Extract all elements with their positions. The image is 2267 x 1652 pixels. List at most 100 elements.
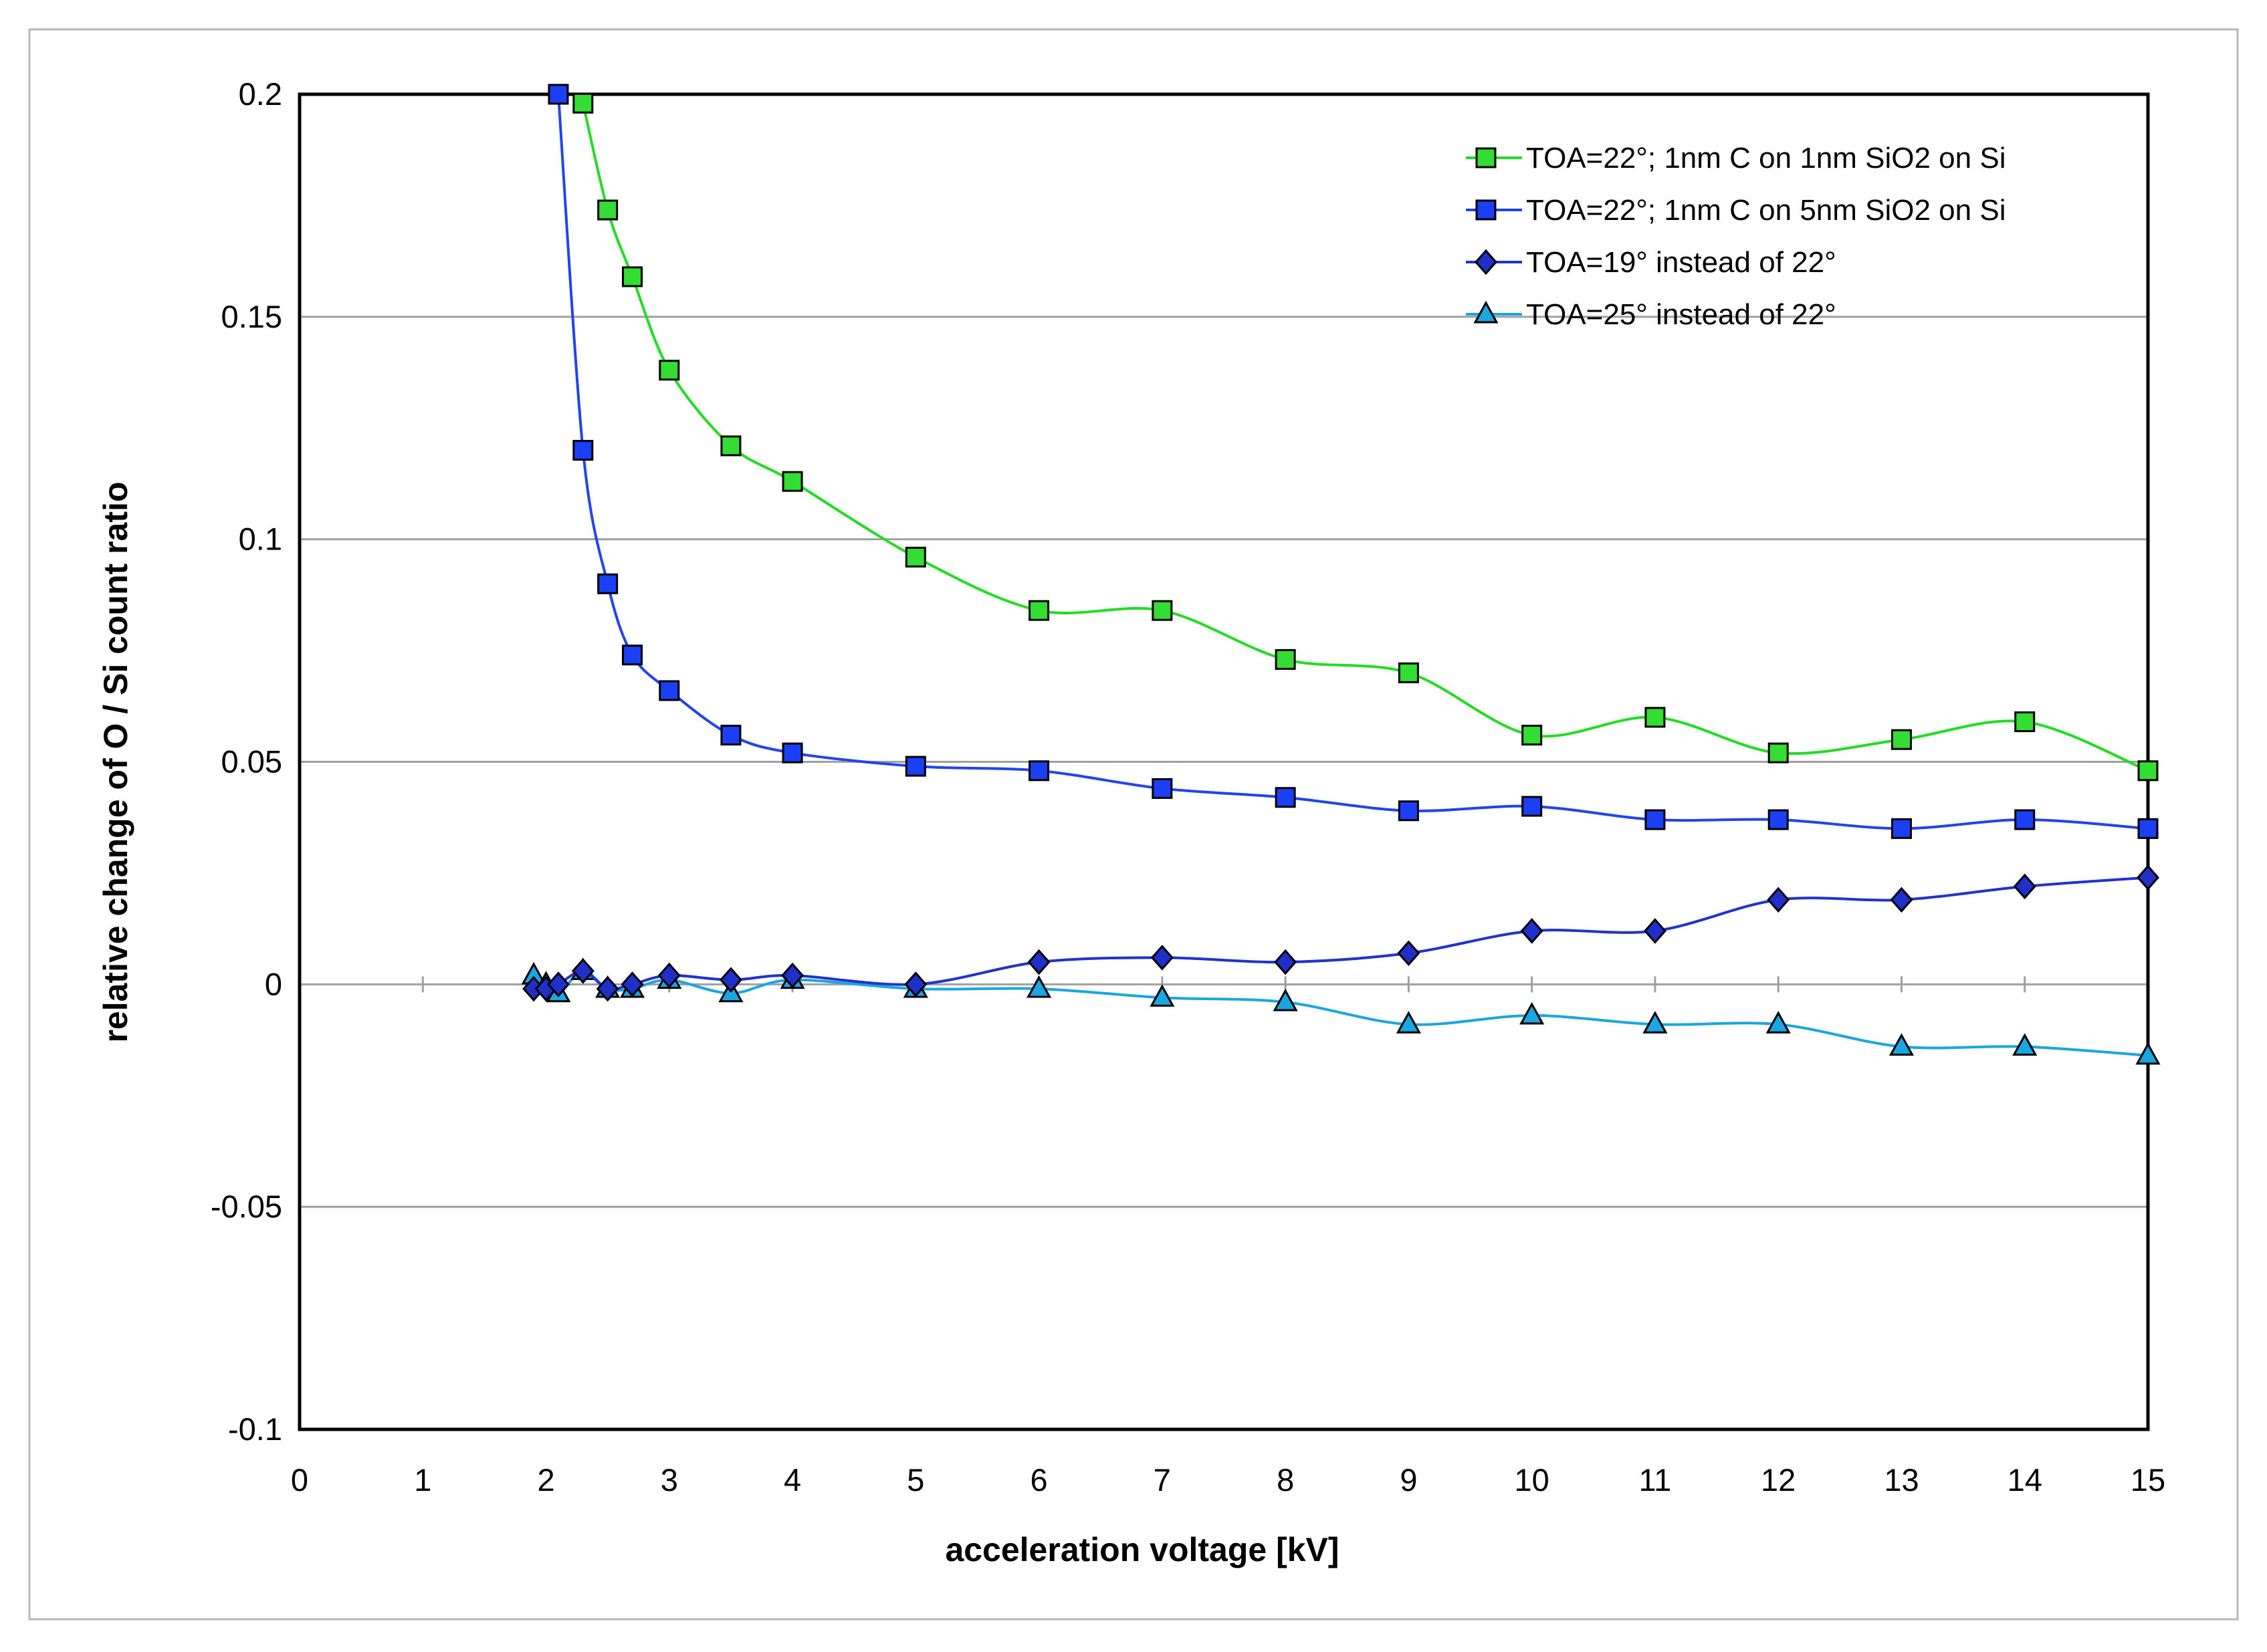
series-4-point	[1150, 984, 1175, 1007]
series-1-point	[659, 360, 680, 381]
series-1	[572, 92, 2159, 782]
x-tick-label: 0	[291, 1462, 308, 1498]
series-1-point	[2014, 711, 2036, 733]
x-tick-label: 14	[2008, 1462, 2042, 1498]
x-tick-label: 9	[1400, 1462, 1417, 1498]
legend-marker-2	[1475, 199, 1497, 221]
series-2-point	[1891, 818, 1912, 839]
legend-label-3: TOA=19° instead of 22°	[1526, 246, 1836, 279]
x-tick-label: 1	[414, 1462, 431, 1498]
series-1-point	[1644, 707, 1666, 728]
series-2-point	[572, 440, 594, 461]
series-3-point	[546, 971, 570, 997]
x-tick-label: 11	[1639, 1462, 1672, 1498]
series-3-point	[2013, 873, 2036, 900]
series-4-point	[1273, 988, 1298, 1012]
series-3-point	[1520, 918, 1543, 944]
x-tick-label: 12	[1761, 1462, 1796, 1498]
series-3-point	[596, 975, 619, 1002]
series-4-point	[2012, 1033, 2038, 1056]
y-tick-label: 0.2	[239, 76, 282, 112]
series-4-point	[1888, 1033, 1915, 1056]
y-tick-label: 0.15	[221, 299, 282, 334]
series-4-point	[1642, 1011, 1668, 1034]
legend: TOA=22°; 1nm C on 1nm SiO2 on Si TOA=22°;…	[1466, 142, 2006, 331]
x-axis-tick-labels: 0 1 2 3 4 5 6 7 8 9 10 11 12 13 14 15	[291, 1462, 2165, 1498]
series-layer	[521, 84, 2161, 1065]
x-tick-label: 2	[537, 1462, 554, 1498]
series-3-point	[2136, 864, 2160, 891]
series-2-point	[597, 573, 619, 594]
series-3-point	[904, 971, 928, 997]
series-2-point	[1275, 787, 1296, 808]
series-3-point	[571, 958, 595, 984]
series-4-point	[1396, 1011, 1421, 1034]
series-3	[522, 864, 2160, 1002]
x-tick-label: 10	[1515, 1462, 1549, 1498]
series-3-point	[1274, 949, 1297, 975]
series-2-point	[2137, 818, 2159, 839]
series-3-point	[1767, 887, 1790, 913]
y-tick-label: 0.1	[239, 521, 282, 557]
legend-marker-1	[1475, 147, 1497, 168]
series-2-point	[548, 84, 569, 105]
figure-border	[28, 28, 2239, 1621]
series-2-point	[1152, 778, 1173, 799]
series-1-point	[720, 435, 742, 457]
x-tick-label: 3	[661, 1462, 678, 1498]
series-2-point	[2014, 809, 2036, 830]
legend-marker-3	[1474, 249, 1498, 275]
x-tick-label: 6	[1031, 1462, 1048, 1498]
x-tick-label: 7	[1154, 1462, 1171, 1498]
series-4-point	[1765, 1011, 1791, 1034]
series-1-point	[597, 199, 619, 221]
legend-label-2: TOA=22°; 1nm C on 5nm SiO2 on Si	[1526, 194, 2006, 227]
series-1-point	[1152, 600, 1173, 621]
series-4-point	[1519, 1001, 1545, 1025]
series-3-point	[781, 962, 804, 989]
x-axis-title: acceleration voltage [kV]	[945, 1531, 1339, 1568]
legend-marker-4	[1473, 300, 1499, 324]
series-3-point	[621, 971, 644, 997]
series-2	[548, 84, 2159, 839]
series-4-point	[1027, 975, 1052, 998]
series-4-point	[2135, 1042, 2161, 1065]
series-1-point	[1767, 742, 1789, 763]
series-3-point	[1027, 949, 1051, 975]
series-2-point	[622, 644, 643, 666]
series-3-point	[1890, 887, 1913, 913]
series-3-point	[657, 962, 681, 989]
series-1-point	[1275, 648, 1296, 670]
series-2-point	[659, 680, 680, 701]
y-axis-tick-labels: 0.2 0.15 0.1 0.05 0 -0.05 -0.1	[211, 76, 282, 1447]
series-3-point	[719, 967, 742, 993]
series-1-point	[1521, 725, 1543, 746]
y-tick-label: 0	[265, 966, 282, 1001]
x-tick-label: 15	[2131, 1462, 2165, 1498]
series-2-point	[1767, 809, 1789, 830]
series-2-point	[1398, 800, 1419, 822]
series-1-point	[622, 266, 643, 287]
x-tick-label: 4	[784, 1462, 801, 1498]
y-tick-label: -0.05	[211, 1189, 282, 1224]
series-3-point	[1643, 918, 1666, 944]
x-tick-label: 5	[907, 1462, 924, 1498]
series-2-point	[782, 742, 803, 763]
series-1-point	[1891, 729, 1912, 750]
x-tick-label: 13	[1884, 1462, 1919, 1498]
series-1-point	[1029, 600, 1050, 621]
series-1-point	[782, 471, 803, 492]
series-3-point	[1150, 945, 1174, 971]
series-2-point	[1644, 809, 1666, 830]
series-2-point	[905, 755, 926, 777]
legend-label-1: TOA=22°; 1nm C on 1nm SiO2 on Si	[1526, 142, 2006, 174]
series-1-point	[2137, 760, 2159, 782]
series-2-point	[1521, 796, 1543, 817]
series-2-point	[1029, 760, 1050, 782]
x-tick-label: 8	[1277, 1462, 1294, 1498]
series-3-point	[1397, 940, 1420, 967]
y-tick-label: -0.1	[228, 1411, 282, 1447]
y-tick-label: 0.05	[221, 744, 282, 780]
